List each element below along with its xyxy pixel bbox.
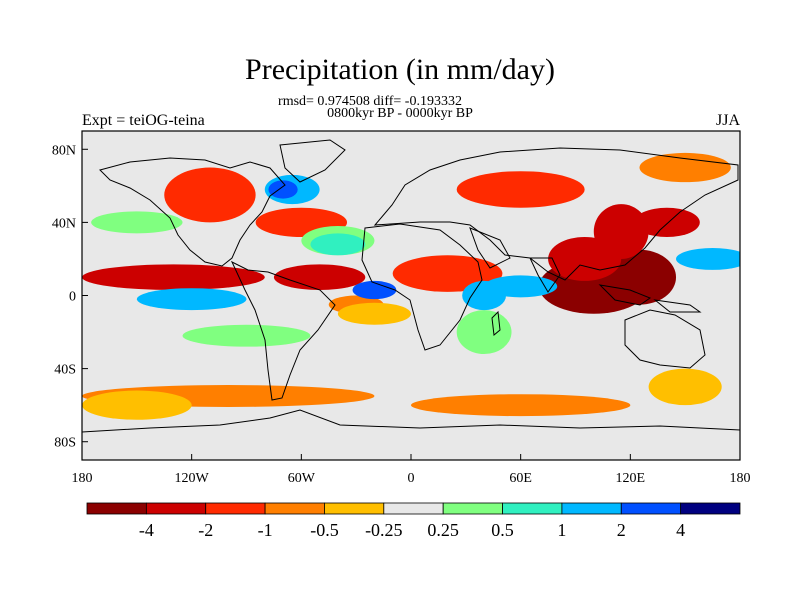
- y-tick-label: 80N: [52, 143, 76, 158]
- x-axis: 180 120W 60W 0 60E 120E 180: [72, 454, 751, 486]
- colorbar-swatch: [680, 502, 741, 515]
- precip-cell-5: [82, 264, 265, 291]
- coast-australia: [624, 309, 706, 369]
- coast-africa: [361, 223, 483, 351]
- colorbar-label: -0.25: [365, 520, 403, 540]
- colorbar-label: 0.5: [491, 520, 514, 540]
- precip-cell-29: [268, 180, 298, 199]
- precip-cell-15: [337, 302, 412, 325]
- precip-cell-21: [182, 324, 311, 347]
- precip-cell-3: [593, 204, 649, 259]
- precip-cell-25: [484, 275, 558, 298]
- colorbar-label: 1: [557, 520, 566, 540]
- colorbar-swatch: [620, 502, 682, 515]
- precip-cell-14: [411, 394, 631, 417]
- colorbar: -4 -2 -1 -0.5 -0.25 0.25 0.5 1 2 4: [86, 502, 741, 540]
- colorbar-label: -4: [139, 520, 154, 540]
- x-tick-label: 120W: [175, 471, 210, 486]
- precip-cell-23: [136, 288, 247, 311]
- chart-title: Precipitation (in mm/day): [245, 53, 555, 86]
- precip-cell-1: [602, 249, 677, 305]
- precip-field: [82, 152, 740, 420]
- x-tick-label: 180: [72, 471, 93, 486]
- coast-madagascar: [491, 310, 501, 336]
- coast-north-america: [99, 157, 286, 267]
- colorbar-swatch: [561, 502, 622, 515]
- precip-cell-17: [648, 368, 722, 406]
- x-tick-label: 60E: [509, 471, 532, 486]
- colorbar-swatch: [205, 502, 266, 515]
- coast-india: [529, 257, 561, 293]
- y-tick-label: 40S: [54, 363, 76, 378]
- colorbar-label: -0.5: [310, 520, 339, 540]
- colorbar-label: 2: [617, 520, 626, 540]
- y-axis: 80N 40N 0 40S 80S: [52, 143, 88, 451]
- coast-antarctica: [82, 409, 740, 433]
- precip-cell-16: [82, 390, 192, 420]
- precip-cell-22: [310, 233, 366, 256]
- coast-arabia: [469, 227, 511, 269]
- season-label: JJA: [715, 112, 740, 129]
- colorbar-swatch: [383, 502, 444, 515]
- colorbar-label: -2: [198, 520, 213, 540]
- y-tick-label: 40N: [52, 216, 76, 231]
- colorbar-swatch: [442, 502, 503, 515]
- coast-indonesia: [598, 284, 702, 313]
- colorbar-swatch: [264, 502, 325, 515]
- precip-cell-6: [273, 264, 366, 291]
- precip-cell-10: [456, 171, 585, 208]
- y-tick-label: 80S: [54, 436, 76, 451]
- x-tick-label: 0: [408, 471, 415, 486]
- coast-south-america: [230, 260, 336, 401]
- x-tick-label: 120E: [616, 471, 646, 486]
- precip-cell-8: [164, 167, 256, 223]
- colorbar-label: -1: [258, 520, 273, 540]
- precip-cell-19: [91, 211, 183, 234]
- colorbar-label: 0.25: [427, 520, 459, 540]
- colorbar-swatch: [324, 502, 385, 515]
- x-tick-label: 60W: [288, 471, 316, 486]
- precip-cell-28: [352, 280, 397, 300]
- experiment-label: Expt = teiOG-teina: [82, 112, 205, 129]
- period-text: 0800kyr BP - 0000kyr BP: [327, 106, 473, 121]
- coast-eurasia: [373, 147, 739, 281]
- precip-cell-27: [676, 247, 740, 270]
- x-tick-label: 180: [730, 471, 751, 486]
- precip-cell-4: [633, 207, 700, 238]
- precip-cell-20: [456, 310, 512, 354]
- coast-greenland: [279, 139, 346, 183]
- colorbar-swatch: [145, 502, 207, 515]
- coastlines: [82, 139, 740, 433]
- precip-cell-11: [639, 152, 731, 183]
- stats-text: rmsd= 0.974508 diff= -0.193332: [278, 94, 462, 109]
- colorbar-swatch: [502, 502, 563, 515]
- y-tick-label: 0: [69, 290, 76, 305]
- colorbar-label: 4: [676, 520, 685, 540]
- colorbar-swatch: [86, 502, 147, 515]
